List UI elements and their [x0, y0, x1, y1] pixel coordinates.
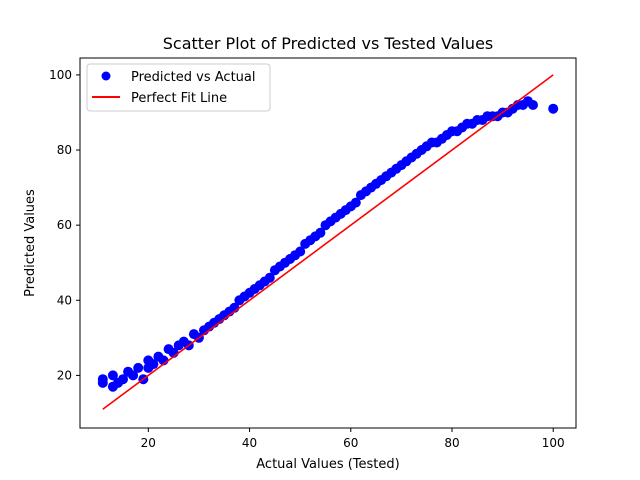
scatter-point [118, 374, 128, 385]
scatter-point [264, 272, 275, 283]
x-tick-label: 40 [242, 436, 257, 450]
legend-label-scatter: Predicted vs Actual [131, 70, 255, 85]
x-axis-label: Actual Values (Tested) [256, 457, 399, 472]
y-tick-label: 40 [57, 293, 72, 307]
scatter-point [315, 227, 326, 238]
scatter-point [128, 370, 139, 381]
scatter-point [107, 370, 118, 381]
scatter-point [548, 103, 559, 114]
legend-marker-scatter [101, 71, 111, 81]
y-tick-label: 60 [57, 218, 72, 232]
x-tick-label: 20 [141, 436, 156, 450]
scatter-point [133, 362, 144, 373]
perfect-fit-line [102, 74, 554, 410]
chart-title: Scatter Plot of Predicted vs Tested Valu… [163, 34, 494, 53]
scatter-points [97, 96, 559, 392]
scatter-point [148, 359, 159, 370]
x-axis: 20 40 60 80 100 [141, 428, 565, 450]
plot-area [97, 74, 559, 410]
y-axis: 20 40 60 80 100 [49, 68, 80, 382]
scatter-point [350, 197, 361, 208]
x-tick-label: 100 [542, 436, 565, 450]
y-tick-label: 20 [57, 368, 72, 382]
y-tick-label: 100 [49, 68, 72, 82]
x-tick-label: 60 [343, 436, 358, 450]
scatter-point [295, 246, 306, 257]
x-tick-label: 80 [444, 436, 459, 450]
axes-frame [79, 57, 577, 429]
y-tick-label: 80 [57, 143, 72, 157]
scatter-point [97, 374, 108, 385]
y-axis-label: Predicted Values [23, 189, 38, 297]
legend-label-line: Perfect Fit Line [131, 91, 227, 106]
legend-box [86, 63, 271, 112]
legend: Predicted vs Actual Perfect Fit Line [86, 63, 271, 112]
fit-line-layer [102, 74, 554, 410]
scatter-point [528, 100, 538, 110]
